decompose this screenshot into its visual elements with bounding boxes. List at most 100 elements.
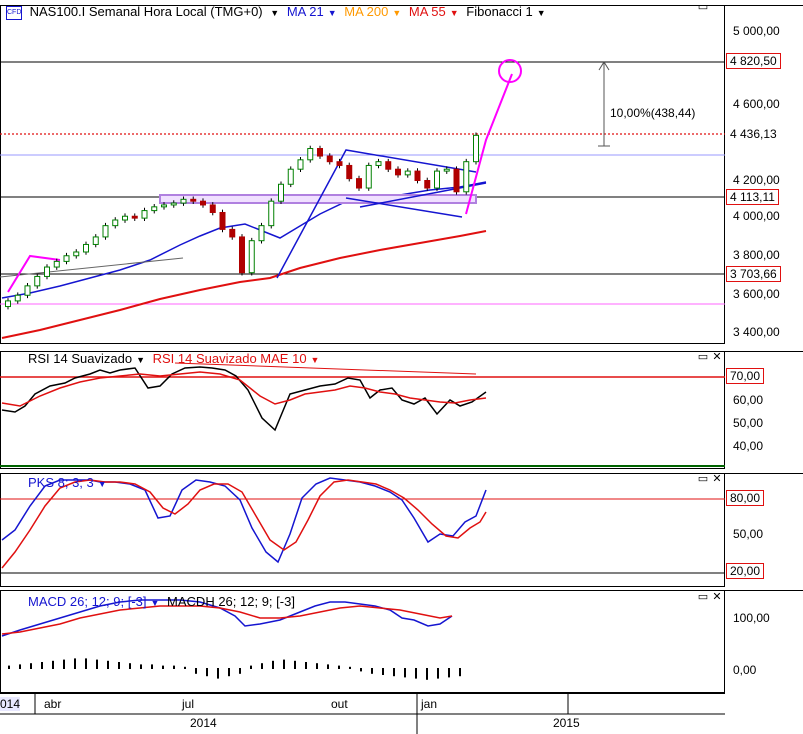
macd-hist-bar (371, 668, 373, 674)
month-label: jul (182, 697, 195, 711)
candle (161, 204, 167, 208)
collapse-panel-icon[interactable]: ▭ (697, 472, 709, 485)
macd-chart[interactable]: 100,00 0,00 (0, 590, 803, 693)
rsi-axis-label: 40,00 (733, 439, 763, 453)
candle (434, 170, 440, 189)
candle (63, 255, 70, 262)
fibonacci-label[interactable]: Fibonacci 1 (466, 4, 533, 19)
candle (219, 211, 226, 230)
instrument-title[interactable]: NAS100.I Semanal Hora Local (TMG+0) (29, 4, 263, 19)
macd-hist-bar (74, 658, 76, 669)
candle (5, 300, 11, 308)
pks-panel[interactable]: 50,00 PKS 8; 3; 3 ▼ ▭ ✕ 80,00 20,00 (0, 470, 803, 588)
candle (307, 148, 314, 161)
candle (297, 159, 304, 170)
candle (180, 198, 187, 204)
target-circle (498, 59, 522, 83)
macdh-label[interactable]: MACDH 26; 12; 9; [-3] (167, 594, 295, 609)
ma55-label[interactable]: MA 55 (408, 4, 446, 19)
rsi-mae-line (1, 371, 487, 407)
candle (356, 178, 362, 189)
time-axis: 014 abr jul out jan 2014 2015 (0, 693, 725, 734)
macd-hist-bar (107, 660, 109, 669)
ma55-dropdown-icon[interactable]: ▼ (449, 8, 459, 18)
channel-line-upper (276, 149, 477, 279)
year-label: 2015 (553, 716, 580, 730)
candle (34, 275, 41, 287)
corner-blank (725, 693, 803, 733)
rsi-panel[interactable]: 60,00 50,00 40,00 RSI 14 Suavizado ▼ RSI … (0, 348, 803, 470)
pks-d-line (1, 479, 487, 569)
pks-label[interactable]: PKS 8; 3; 3 (28, 475, 94, 490)
candle (170, 202, 177, 206)
macd-label[interactable]: MACD 26; 12; 9; [-3] (28, 594, 147, 609)
macd-hist-bar (96, 659, 98, 669)
candle (375, 161, 382, 166)
pks-80-tag: 80,00 (726, 490, 765, 506)
macd-hist-bar (85, 658, 87, 669)
ma21-dropdown-icon[interactable]: ▼ (327, 8, 337, 18)
pks-dropdown-icon[interactable]: ▼ (97, 479, 107, 489)
projection-line (7, 254, 61, 293)
channel-line-lower (345, 197, 463, 218)
candle (346, 164, 353, 180)
close-panel-icon[interactable]: ✕ (712, 472, 722, 485)
candle (258, 225, 265, 242)
rsi-mae-dropdown-icon[interactable]: ▼ (310, 355, 320, 365)
macd-panel[interactable]: 100,00 0,00 MACD 26; 12; 9; [-3] ▼ MACDH … (0, 590, 803, 693)
macd-histogram (8, 658, 461, 680)
macd-hist-bar (239, 668, 241, 674)
fibonacci-dropdown-icon[interactable]: ▼ (536, 8, 546, 18)
candle (473, 134, 479, 163)
candle (102, 225, 109, 238)
month-label: 014 (0, 697, 21, 711)
month-label: out (331, 697, 348, 711)
collapse-panel-icon[interactable]: ▭ (697, 590, 709, 603)
ma200-dropdown-icon[interactable]: ▼ (392, 8, 402, 18)
ma200-label[interactable]: MA 200 (344, 4, 389, 19)
title-dropdown-icon[interactable]: ▼ (270, 8, 280, 18)
macd-hist-bar (294, 660, 296, 669)
macd-hist-bar (459, 668, 461, 677)
target-price-tag: 4 820,50 (726, 53, 781, 69)
candle (404, 170, 411, 176)
macd-hist-bar (129, 663, 131, 669)
price-panel[interactable]: 10,00%(438,44) 5 000,00 4 600,00 4 200,0… (0, 0, 803, 345)
price-label: 3 800,00 (733, 248, 780, 262)
price-label: 4 200,00 (733, 173, 780, 187)
pks-chart[interactable]: 50,00 (0, 470, 803, 588)
macd-line (1, 599, 453, 637)
rsi-dropdown-icon[interactable]: ▼ (136, 355, 145, 365)
ma21-label[interactable]: MA 21 (286, 4, 324, 19)
macd-hist-bar (437, 668, 439, 679)
candle (278, 183, 284, 202)
year-label: 2014 (190, 716, 217, 730)
candle (385, 161, 392, 170)
close-panel-icon[interactable]: ✕ (712, 350, 722, 363)
macd-hist-bar (63, 659, 65, 669)
macd-dropdown-icon[interactable]: ▼ (150, 598, 160, 608)
candle (248, 240, 255, 274)
collapse-panel-icon[interactable]: ▭ (697, 0, 709, 13)
pks-legend: PKS 8; 3; 3 ▼ (28, 475, 111, 490)
macd-hist-bar (217, 668, 219, 679)
candle (443, 168, 450, 172)
close-panel-icon[interactable]: ✕ (712, 590, 722, 603)
month-label: abr (44, 697, 62, 711)
macd-hist-bar (30, 663, 32, 669)
candle (287, 168, 294, 185)
price-chart[interactable]: 10,00%(438,44) 5 000,00 4 600,00 4 200,0… (0, 0, 803, 345)
candle (268, 200, 275, 227)
rsi-mae-label[interactable]: RSI 14 Suavizado MAE 10 (152, 351, 307, 366)
trend-line (0, 257, 184, 278)
macd-hist-bar (195, 668, 197, 674)
macd-hist-bar (349, 666, 351, 669)
rsi-chart[interactable]: 60,00 50,00 40,00 (0, 348, 803, 470)
candle (122, 215, 128, 221)
rsi-axis-label: 50,00 (733, 416, 763, 430)
candle (92, 236, 99, 245)
collapse-panel-icon[interactable]: ▭ (697, 350, 709, 363)
candle (229, 228, 236, 238)
rsi-label[interactable]: RSI 14 Suavizado (28, 351, 133, 366)
macd-hist-bar (151, 664, 153, 669)
